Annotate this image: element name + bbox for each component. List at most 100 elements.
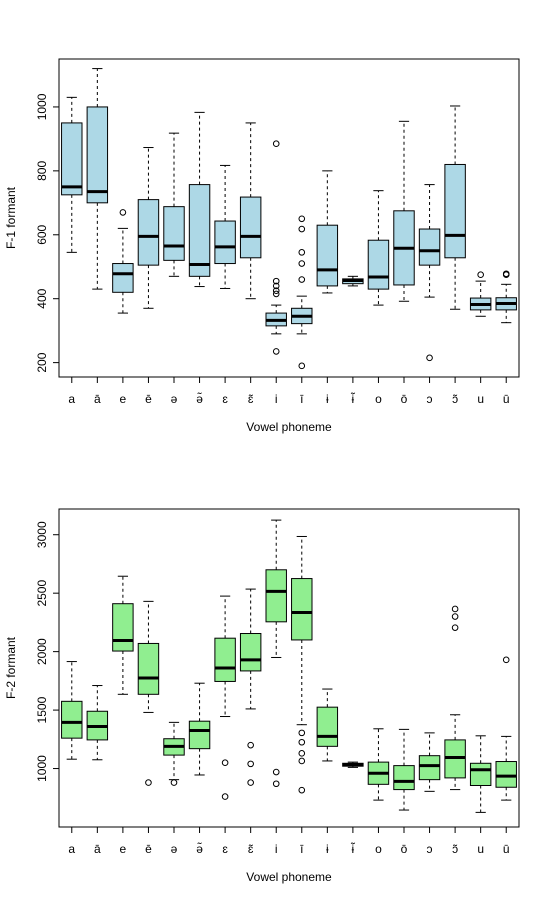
outlier-point [502, 271, 510, 279]
box-5 [188, 682, 211, 776]
x-tick-label: ɨ [326, 842, 329, 856]
x-tick-label: a [68, 392, 75, 406]
outlier-point [119, 209, 127, 216]
x-tick-label: ɨ̃ [350, 391, 356, 406]
outlier-point [247, 741, 254, 749]
outlier-point [298, 260, 306, 267]
box-body [188, 184, 211, 277]
box-10 [316, 170, 339, 294]
box-body [86, 106, 109, 204]
x-tick-label: ɨ [326, 392, 329, 406]
box-1 [86, 68, 109, 290]
y-tick-label: 1000 [35, 755, 49, 782]
y-axis-title: F-1 formant [4, 186, 18, 249]
outlier-point [272, 768, 280, 776]
box-body [469, 762, 492, 786]
x-tick-label: o [375, 392, 382, 406]
x-tick-label: ə [171, 842, 178, 856]
box-body [61, 122, 83, 196]
box-body [188, 720, 211, 750]
x-tick-label: a [68, 842, 75, 856]
outlier-point [272, 277, 280, 285]
x-tick-label: ɔ [427, 392, 433, 406]
x-tick-label: u [477, 842, 484, 856]
outlier-point [298, 729, 306, 737]
outlier-point [221, 793, 229, 800]
x-tick-label: ū [503, 842, 510, 856]
box-2 [112, 209, 134, 314]
outlier-point [298, 225, 306, 233]
x-tick-label: ɔ [427, 842, 433, 856]
box-6 [214, 164, 236, 289]
box-body [137, 199, 160, 266]
box-14 [418, 732, 441, 792]
x-tick-label: ɛ [222, 392, 228, 406]
box-10 [316, 688, 339, 762]
outlier-point [298, 249, 306, 256]
box-body [239, 633, 262, 672]
box-5 [188, 111, 211, 288]
box-1 [86, 685, 109, 761]
outlier-point [247, 779, 254, 786]
y-tick-label: 2000 [35, 638, 49, 665]
outlier-point [298, 215, 306, 223]
outlier-point [502, 656, 510, 664]
box-body [316, 706, 339, 747]
box-3 [137, 600, 160, 786]
outlier-point [298, 362, 306, 370]
x-tick-label: ī [300, 842, 304, 856]
y-tick-label: 600 [35, 224, 49, 244]
x-tick-label: u [477, 392, 484, 406]
outlier-point [272, 282, 280, 290]
outlier-point [477, 271, 484, 279]
box-4 [163, 132, 185, 277]
outlier-point [272, 348, 280, 355]
box-9 [291, 535, 313, 794]
box-14 [418, 184, 441, 362]
box-body [291, 578, 313, 641]
y-axis-title: F-2 formant [4, 636, 18, 699]
x-tick-label: ē [145, 842, 152, 856]
box-body [495, 761, 517, 788]
box-3 [137, 147, 160, 309]
x-tick-label: ɔ̃ [452, 842, 458, 856]
x-tick-label: ī [300, 392, 304, 406]
x-tick-label: ɛ̃ [248, 392, 254, 406]
outlier-point [298, 750, 306, 757]
box-7 [239, 588, 262, 786]
x-tick-label: e [120, 392, 127, 406]
box-17 [495, 270, 517, 324]
x-tick-label: ɛ [222, 842, 228, 856]
outlier-point [298, 757, 306, 765]
box-body [418, 755, 441, 781]
box-body [265, 569, 287, 623]
x-tick-label: i [275, 842, 278, 856]
box-7 [239, 122, 262, 300]
outlier-point [298, 738, 306, 746]
outlier-point [272, 140, 280, 147]
outlier-point [298, 786, 306, 794]
box-body [214, 220, 236, 265]
x-tick-label: ā [94, 842, 101, 856]
outlier-point [272, 780, 280, 788]
box-8 [265, 140, 287, 355]
x-axis-title: Vowel phoneme [246, 870, 332, 884]
box-6 [214, 595, 236, 800]
x-tick-label: ə̃ [196, 841, 203, 856]
x-tick-label: ɛ̃ [248, 842, 254, 856]
outlier-point [426, 354, 433, 362]
y-tick-label: 800 [35, 161, 49, 181]
outlier-point [170, 779, 178, 786]
box-17 [495, 656, 517, 801]
box-13 [393, 728, 415, 811]
outlier-point [272, 287, 280, 295]
box-body [367, 239, 390, 290]
y-tick-label: 200 [35, 352, 49, 372]
box-4 [163, 721, 185, 786]
x-tick-label: ə [171, 392, 178, 406]
box-body [61, 700, 83, 739]
y-tick-label: 1500 [35, 696, 49, 723]
x-tick-label: ē [145, 392, 152, 406]
